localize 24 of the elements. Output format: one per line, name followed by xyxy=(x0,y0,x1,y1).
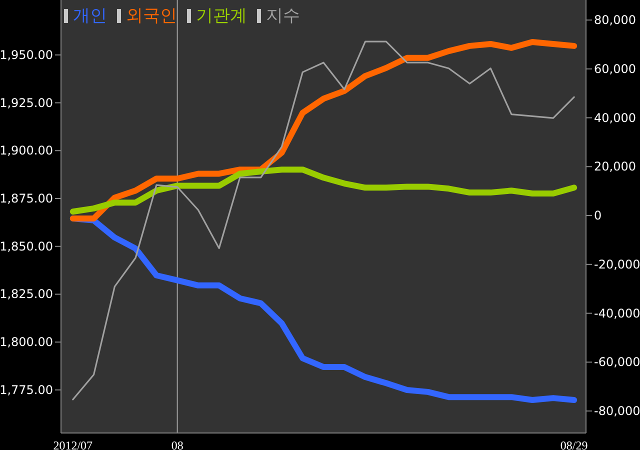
y2-tick-label: -20,000 xyxy=(594,257,640,272)
y-tick-label: 1,875.00 xyxy=(0,192,53,206)
y-tick-label: 1,925.00 xyxy=(0,96,53,110)
y2-tick-label: 20,000 xyxy=(594,160,636,174)
y2-tick-label: -60,000 xyxy=(594,355,640,370)
text: 기관계 xyxy=(195,5,247,27)
y2-tick-label: -40,000 xyxy=(594,306,640,320)
x-tick-label: 08/29 xyxy=(560,438,588,450)
y2-tick-label: 0 xyxy=(594,208,602,223)
y-tick-label: 1,800.00 xyxy=(0,335,53,350)
x-tick-label: 08 xyxy=(171,438,184,450)
y-tick-label: 1,825.00 xyxy=(0,287,53,302)
y2-tick-label: 40,000 xyxy=(594,110,636,125)
y2-tick-label: 80,000 xyxy=(594,13,636,28)
y2-tick-label: -80,000 xyxy=(594,404,640,418)
y-tick-label: 1,775.00 xyxy=(0,382,53,397)
y-tick-label: 1,950.00 xyxy=(0,48,53,62)
y-tick-label: 1,850.00 xyxy=(0,239,53,254)
text: 지수 xyxy=(265,5,300,27)
y2-tick-label: 60,000 xyxy=(594,62,636,76)
x-tick-label: 2012/07 xyxy=(53,438,93,450)
text: 외국인 xyxy=(125,5,177,27)
text: 개인 xyxy=(72,5,107,27)
y-tick-label: 1,900.00 xyxy=(0,144,53,158)
